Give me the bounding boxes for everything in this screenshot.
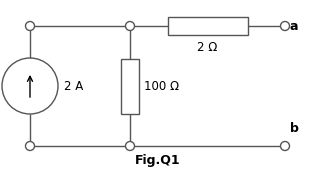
Circle shape — [281, 142, 290, 150]
Text: b: b — [290, 121, 299, 134]
Circle shape — [281, 21, 290, 30]
Bar — [167, 17, 248, 35]
Circle shape — [125, 21, 134, 30]
Text: 100 Ω: 100 Ω — [144, 80, 179, 93]
Circle shape — [26, 21, 35, 30]
Circle shape — [125, 142, 134, 150]
Circle shape — [26, 142, 35, 150]
Text: 2 Ω: 2 Ω — [197, 41, 218, 54]
Text: 2 A: 2 A — [64, 80, 83, 93]
Text: a: a — [290, 20, 298, 33]
Bar — [121, 58, 139, 114]
Text: Fig.Q1: Fig.Q1 — [135, 154, 180, 167]
